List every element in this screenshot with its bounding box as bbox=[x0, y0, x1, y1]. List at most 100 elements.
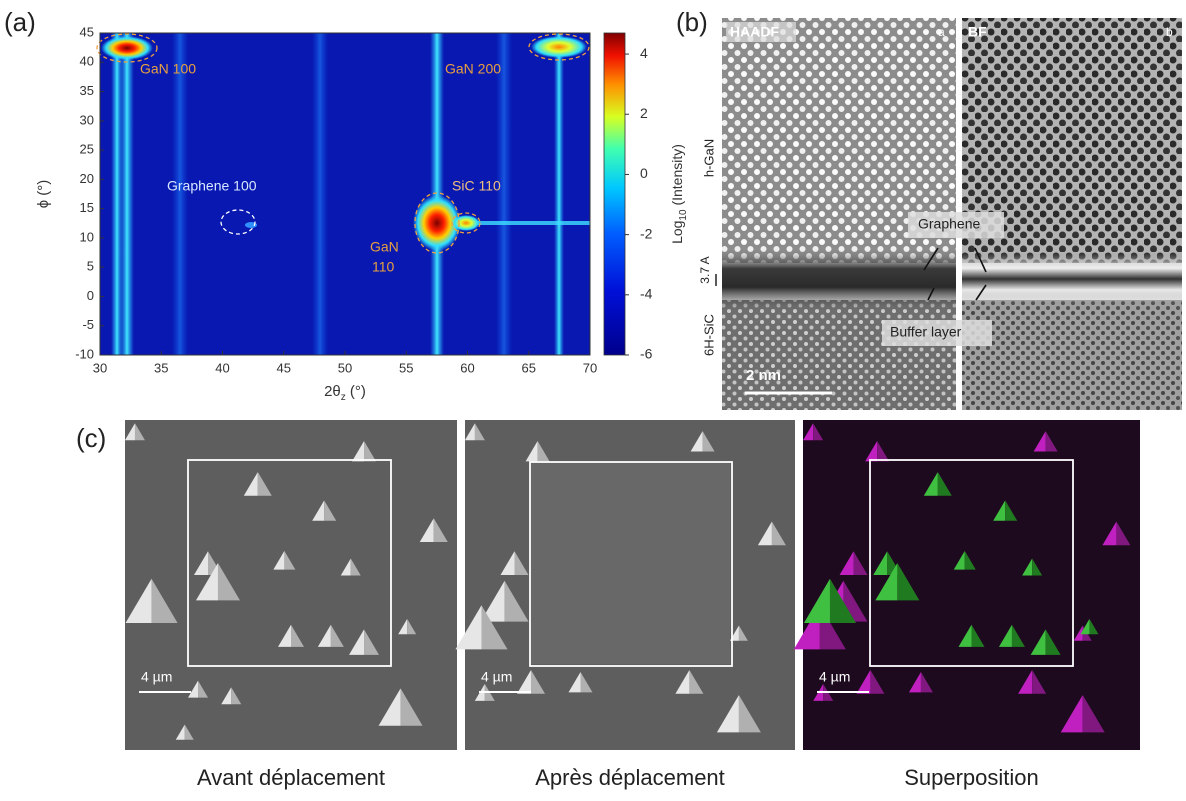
pyramid bbox=[378, 688, 401, 726]
pyramid bbox=[937, 472, 952, 496]
pyramid bbox=[993, 500, 1006, 521]
pyramid bbox=[517, 670, 531, 694]
pyramid bbox=[291, 624, 304, 647]
pyramid bbox=[419, 518, 434, 542]
annotation: GaN 100 bbox=[140, 61, 196, 77]
pyramid bbox=[455, 605, 482, 650]
x-tick-label: 55 bbox=[399, 360, 413, 375]
selection-square bbox=[869, 459, 1074, 667]
pyramid bbox=[998, 624, 1012, 647]
pyramid bbox=[330, 624, 344, 647]
x-axis-label-part: (°) bbox=[346, 383, 366, 400]
pyramid bbox=[217, 563, 240, 601]
pyramid bbox=[480, 580, 505, 622]
pyramid bbox=[1045, 431, 1058, 452]
pyramid bbox=[971, 624, 985, 647]
colorbar-tick-label: -4 bbox=[640, 286, 653, 302]
pyramid bbox=[1045, 629, 1061, 655]
pyramid bbox=[474, 423, 485, 441]
y-tick-label: 25 bbox=[80, 142, 94, 157]
pyramid bbox=[738, 625, 748, 641]
pyramid bbox=[843, 580, 868, 622]
pyramid bbox=[757, 521, 772, 546]
pyramid bbox=[877, 441, 890, 462]
faint-streak bbox=[312, 33, 328, 355]
pyramid bbox=[793, 605, 820, 650]
pyramid bbox=[257, 472, 272, 496]
annotation: SiC 110 bbox=[452, 178, 501, 194]
pyramid bbox=[151, 578, 178, 623]
pyramid bbox=[853, 551, 868, 575]
pyramid bbox=[134, 423, 145, 441]
pyramid bbox=[1089, 618, 1099, 635]
y-tick-label: 40 bbox=[80, 54, 94, 69]
pyramid bbox=[312, 500, 325, 521]
bf-image bbox=[962, 300, 1182, 410]
pyramid bbox=[819, 605, 846, 650]
pyramid bbox=[273, 550, 285, 570]
pyramid bbox=[1060, 695, 1083, 733]
y-tick-label: 10 bbox=[80, 229, 94, 244]
peak bbox=[245, 222, 257, 228]
pyramid bbox=[124, 423, 135, 441]
pyramid bbox=[1033, 431, 1046, 452]
panel-label: (a) bbox=[4, 7, 36, 37]
annotation: Graphene bbox=[918, 216, 980, 232]
pyramid bbox=[352, 441, 365, 462]
pyramid bbox=[1102, 521, 1117, 546]
pyramid bbox=[856, 670, 871, 694]
annotation: Graphene 100 bbox=[167, 178, 257, 194]
pyramid bbox=[531, 670, 545, 694]
pyramid bbox=[829, 578, 856, 623]
y-tick-label: 20 bbox=[80, 171, 94, 186]
pyramid bbox=[887, 551, 902, 575]
pyramid bbox=[464, 423, 475, 441]
pyramid bbox=[771, 521, 786, 546]
peak-marker bbox=[414, 192, 460, 254]
pyramid bbox=[839, 551, 854, 575]
label-box bbox=[908, 212, 1004, 238]
pyramid bbox=[184, 724, 194, 740]
pyramid bbox=[729, 625, 739, 641]
pyramid bbox=[481, 605, 508, 650]
pyramid bbox=[1032, 670, 1047, 694]
scale-label: 4 µm bbox=[141, 669, 172, 685]
pyramid bbox=[803, 423, 814, 441]
x-tick-label: 50 bbox=[338, 360, 352, 375]
layer-label: 3.7 A bbox=[698, 256, 712, 283]
streak bbox=[554, 33, 564, 355]
colorbar-label-part: Log bbox=[669, 221, 685, 244]
x-tick-label: 30 bbox=[93, 360, 107, 375]
pyramid bbox=[175, 724, 185, 740]
pyramid bbox=[568, 672, 581, 693]
streak bbox=[120, 33, 134, 355]
arrow bbox=[975, 284, 987, 301]
y-tick-label: 5 bbox=[87, 259, 94, 274]
pyramid bbox=[803, 578, 830, 623]
peak-marker bbox=[96, 33, 158, 63]
pyramid bbox=[317, 624, 331, 647]
pyramid bbox=[340, 558, 351, 576]
pyramid bbox=[865, 441, 878, 462]
y-tick-label: 35 bbox=[80, 83, 94, 98]
pyramid bbox=[813, 423, 824, 441]
x-tick-label: 40 bbox=[215, 360, 229, 375]
pyramid bbox=[875, 563, 898, 601]
pyramid bbox=[1073, 625, 1083, 641]
colorbar bbox=[603, 32, 626, 356]
x-tick-label: 45 bbox=[277, 360, 291, 375]
x-axis-label-part: 2θ bbox=[324, 383, 341, 400]
arrow bbox=[974, 247, 987, 273]
pyramid bbox=[1030, 629, 1046, 655]
peak-marker bbox=[451, 212, 481, 234]
panel-label: (b) bbox=[676, 7, 708, 37]
pyramid bbox=[958, 624, 972, 647]
label-box bbox=[882, 320, 992, 346]
x-tick-label: 35 bbox=[154, 360, 168, 375]
annotation: Buffer layer bbox=[890, 324, 962, 340]
pyramid bbox=[243, 472, 258, 496]
pyramid bbox=[198, 680, 209, 698]
pyramid bbox=[349, 629, 365, 655]
pyramid bbox=[873, 551, 888, 575]
